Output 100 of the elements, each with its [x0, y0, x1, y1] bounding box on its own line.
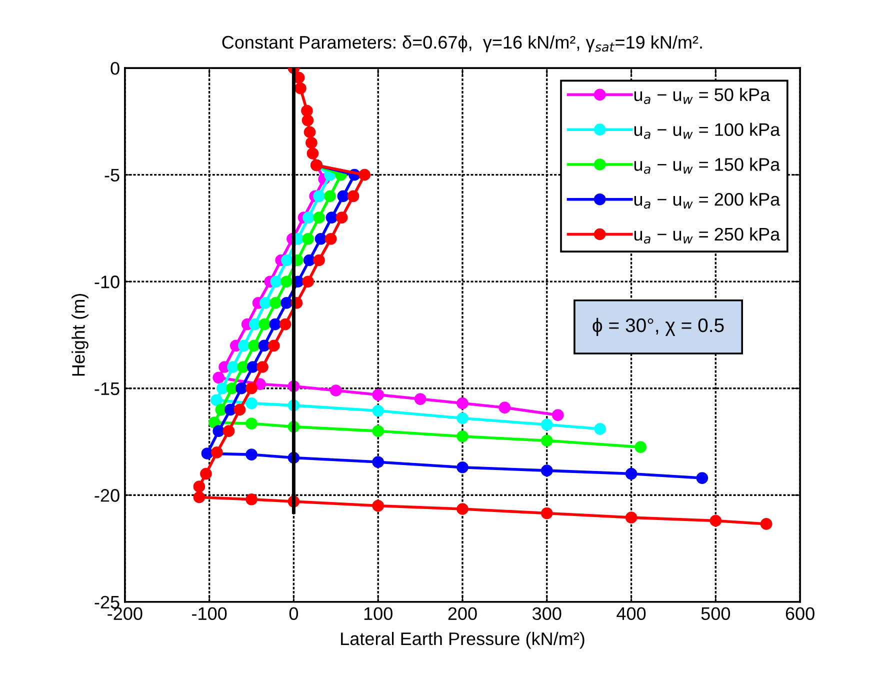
- point: [313, 190, 325, 202]
- point: [314, 232, 327, 245]
- x-axis-title: Lateral Earth Pressure (kN/m²): [341, 632, 584, 649]
- point: [256, 361, 268, 373]
- point: [246, 448, 258, 460]
- annotation: ϕ = 30°, χ = 0.5: [592, 318, 724, 336]
- point: [270, 276, 282, 288]
- y-tick-label: -5: [104, 168, 120, 182]
- point: [347, 190, 360, 202]
- point: [246, 397, 258, 410]
- point: [270, 297, 282, 309]
- x-tick-label: 0: [289, 607, 298, 620]
- x-tick-label: -200: [108, 607, 142, 620]
- point: [414, 393, 426, 405]
- point: [269, 318, 282, 330]
- point: [306, 148, 319, 160]
- point: [246, 418, 258, 430]
- point: [302, 212, 314, 224]
- legend-label: u$_{a}$ − u$_{w}$ = 250 kPa: [634, 227, 780, 244]
- point: [540, 464, 553, 476]
- x-tick-label: 500: [701, 607, 730, 620]
- point: [456, 412, 468, 424]
- point: [212, 372, 225, 384]
- point: [552, 409, 564, 421]
- point: [336, 212, 348, 224]
- legend-label: u$_{a}$ − u$_{w}$ = 150 kPa: [634, 158, 780, 174]
- x-tick-label: 100: [364, 607, 392, 620]
- point: [227, 361, 239, 373]
- point: [330, 384, 342, 396]
- point: [193, 480, 206, 492]
- point: [222, 425, 235, 437]
- point: [540, 507, 553, 520]
- point: [211, 446, 223, 458]
- point: [324, 232, 337, 245]
- point: [258, 318, 270, 330]
- x-tick-label: -100: [192, 607, 227, 620]
- point: [358, 168, 370, 181]
- legend-label: u$_{a}$ − u$_{w}$ = 200 kPa: [634, 192, 780, 209]
- y-tick-label: -10: [94, 276, 120, 288]
- point: [540, 418, 553, 431]
- point: [313, 212, 325, 224]
- point: [234, 404, 246, 416]
- point: [594, 423, 606, 435]
- point: [313, 254, 325, 266]
- point: [268, 340, 280, 352]
- point: [302, 114, 314, 126]
- point: [372, 404, 384, 417]
- point: [456, 430, 468, 442]
- point: [324, 190, 336, 202]
- point: [634, 441, 646, 453]
- point: [246, 493, 258, 506]
- point: [248, 318, 261, 330]
- point: [372, 456, 384, 468]
- x-tick-label: 300: [532, 607, 562, 620]
- point: [326, 212, 338, 224]
- y-tick-label: -25: [94, 596, 120, 609]
- y-tick-label: -15: [94, 382, 120, 396]
- point: [281, 254, 293, 266]
- x-tick-label: 600: [786, 607, 814, 620]
- x-tick-label: 200: [448, 607, 477, 620]
- point: [260, 297, 272, 309]
- point: [625, 468, 638, 480]
- point: [306, 136, 318, 149]
- point: [279, 318, 292, 330]
- point: [280, 297, 292, 309]
- point: [246, 382, 258, 394]
- point: [540, 434, 553, 447]
- y-axis-title: Height (m): [72, 294, 88, 376]
- point: [200, 468, 212, 480]
- point: [210, 394, 222, 406]
- point: [760, 518, 772, 530]
- y-tick-label: -20: [94, 489, 120, 502]
- point: [208, 416, 220, 428]
- point: [372, 425, 384, 437]
- point: [294, 82, 306, 94]
- point: [246, 361, 259, 373]
- point: [212, 425, 225, 437]
- point: [248, 340, 260, 352]
- x-tick-label: 400: [616, 607, 646, 620]
- point: [456, 503, 468, 515]
- point: [625, 512, 638, 524]
- point: [303, 254, 316, 266]
- point: [280, 276, 292, 288]
- legend-label: u$_{a}$ − u$_{w}$ = 50 kPa: [634, 88, 770, 104]
- point: [304, 126, 316, 138]
- point: [258, 340, 270, 352]
- point: [302, 232, 314, 245]
- point: [456, 461, 468, 474]
- point: [235, 382, 248, 394]
- point: [337, 190, 350, 202]
- point: [238, 340, 250, 352]
- point: [216, 382, 228, 394]
- point: [372, 500, 384, 512]
- point: [201, 448, 214, 460]
- point: [302, 276, 314, 288]
- y-tick-label: 0: [110, 62, 120, 75]
- point: [301, 104, 313, 117]
- chart-title: Constant Parameters: δ=0.67ϕ, γ=16 kN/m², γ$_{sat}$=19 kN/m².: [222, 35, 702, 52]
- point: [372, 388, 384, 401]
- point: [710, 514, 722, 527]
